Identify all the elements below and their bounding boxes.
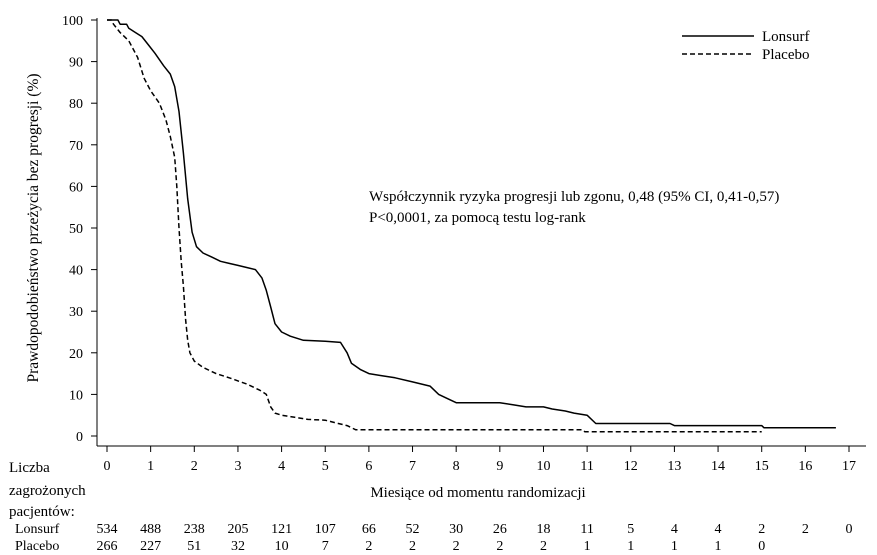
x-tick-label-3: 3 bbox=[234, 459, 241, 474]
y-ticks: 0 10 20 30 40 50 60 70 80 90 100 bbox=[62, 14, 97, 445]
x-tick-label-15: 15 bbox=[755, 459, 769, 474]
risk-cell-placebo-5: 7 bbox=[322, 539, 329, 554]
y-tick-label-30: 30 bbox=[69, 305, 83, 320]
x-axis-label: Miesiące od momentu randomizacji bbox=[370, 485, 585, 501]
risk-cell-lonsurf-10: 18 bbox=[536, 522, 550, 537]
annotation-p-value: P<0,0001, za pomocą testu log-rank bbox=[369, 210, 586, 226]
y-tick-label-0: 0 bbox=[76, 430, 83, 445]
y-tick-label-20: 20 bbox=[69, 347, 83, 362]
risk-cell-placebo-13: 1 bbox=[671, 539, 678, 554]
curve-placebo bbox=[107, 19, 762, 433]
risk-cell-placebo-7: 2 bbox=[409, 539, 416, 554]
x-tick-label-17: 17 bbox=[842, 459, 856, 474]
axes bbox=[96, 18, 866, 447]
risk-cell-lonsurf-12: 5 bbox=[627, 522, 634, 537]
risk-table-title-line-1: Liczba bbox=[9, 460, 50, 476]
risk-cell-lonsurf-4: 121 bbox=[271, 522, 292, 537]
x-tick-label-5: 5 bbox=[322, 459, 329, 474]
risk-cell-placebo-0: 266 bbox=[97, 539, 118, 554]
y-tick-label-70: 70 bbox=[69, 139, 83, 154]
y-tick-label-10: 10 bbox=[69, 388, 83, 403]
x-tick-label-8: 8 bbox=[453, 459, 460, 474]
y-tick-label-100: 100 bbox=[62, 14, 83, 29]
risk-table: Liczba zagrożonych pacjentów: Lonsurf Pl… bbox=[9, 460, 853, 554]
risk-row-label-lonsurf: Lonsurf bbox=[15, 522, 60, 537]
risk-cell-lonsurf-15: 2 bbox=[758, 522, 765, 537]
risk-cell-lonsurf-0: 534 bbox=[97, 522, 118, 537]
risk-cell-lonsurf-5: 107 bbox=[315, 522, 336, 537]
x-tick-label-12: 12 bbox=[624, 459, 638, 474]
risk-cell-placebo-3: 32 bbox=[231, 539, 245, 554]
legend-label-placebo: Placebo bbox=[762, 47, 809, 63]
risk-cell-lonsurf-3: 205 bbox=[227, 522, 248, 537]
risk-cell-lonsurf-9: 26 bbox=[493, 522, 507, 537]
x-tick-label-9: 9 bbox=[496, 459, 503, 474]
risk-cell-placebo-2: 51 bbox=[187, 539, 201, 554]
risk-cell-lonsurf-13: 4 bbox=[671, 522, 678, 537]
curve-lonsurf bbox=[107, 19, 836, 429]
x-tick-label-14: 14 bbox=[711, 459, 725, 474]
legend-label-lonsurf: Lonsurf bbox=[762, 29, 810, 45]
x-tick-label-1: 1 bbox=[147, 459, 154, 474]
x-ticks: 0 1 2 3 4 5 6 7 8 9 10 11 12 13 14 15 16 17 bbox=[104, 446, 856, 474]
x-tick-label-6: 6 bbox=[365, 459, 372, 474]
risk-cell-lonsurf-17: 0 bbox=[846, 522, 853, 537]
risk-cell-lonsurf-6: 66 bbox=[362, 522, 376, 537]
risk-cell-lonsurf-7: 52 bbox=[406, 522, 420, 537]
x-tick-label-16: 16 bbox=[798, 459, 812, 474]
risk-cell-placebo-11: 1 bbox=[584, 539, 591, 554]
y-axis-label: Prawdopodobieństwo przeżycia bez progres… bbox=[25, 73, 42, 382]
risk-cell-placebo-8: 2 bbox=[453, 539, 460, 554]
risk-cell-lonsurf-1: 488 bbox=[140, 522, 161, 537]
risk-table-title-line-2: zagrożonych bbox=[9, 483, 86, 499]
x-tick-label-2: 2 bbox=[191, 459, 198, 474]
x-tick-label-4: 4 bbox=[278, 459, 285, 474]
y-tick-label-40: 40 bbox=[69, 264, 83, 279]
x-tick-label-10: 10 bbox=[536, 459, 550, 474]
y-tick-label-80: 80 bbox=[69, 97, 83, 112]
annotation-hazard-ratio: Współczynnik ryzyka progresji lub zgonu,… bbox=[369, 189, 779, 205]
x-tick-label-13: 13 bbox=[667, 459, 681, 474]
risk-cell-lonsurf-14: 4 bbox=[715, 522, 722, 537]
risk-table-title-line-3: pacjentów: bbox=[9, 504, 75, 520]
risk-cell-lonsurf-8: 30 bbox=[449, 522, 463, 537]
risk-cell-placebo-6: 2 bbox=[365, 539, 372, 554]
risk-row-label-placebo: Placebo bbox=[15, 539, 59, 554]
risk-cell-placebo-1: 227 bbox=[140, 539, 161, 554]
risk-cell-lonsurf-11: 11 bbox=[580, 522, 593, 537]
annotation: Współczynnik ryzyka progresji lub zgonu,… bbox=[369, 189, 779, 226]
y-tick-label-90: 90 bbox=[69, 56, 83, 71]
x-tick-label-0: 0 bbox=[104, 459, 111, 474]
risk-cell-placebo-10: 2 bbox=[540, 539, 547, 554]
curves bbox=[107, 19, 836, 433]
y-tick-label-50: 50 bbox=[69, 222, 83, 237]
risk-cell-lonsurf-2: 238 bbox=[184, 522, 205, 537]
y-tick-label-60: 60 bbox=[69, 180, 83, 195]
risk-cell-lonsurf-16: 2 bbox=[802, 522, 809, 537]
x-tick-label-11: 11 bbox=[580, 459, 593, 474]
risk-cell-placebo-15: 0 bbox=[758, 539, 765, 554]
legend: Lonsurf Placebo bbox=[682, 29, 810, 63]
risk-cell-placebo-4: 10 bbox=[275, 539, 289, 554]
risk-cell-placebo-12: 1 bbox=[627, 539, 634, 554]
risk-cell-placebo-9: 2 bbox=[496, 539, 503, 554]
risk-cell-placebo-14: 1 bbox=[715, 539, 722, 554]
x-tick-label-7: 7 bbox=[409, 459, 416, 474]
